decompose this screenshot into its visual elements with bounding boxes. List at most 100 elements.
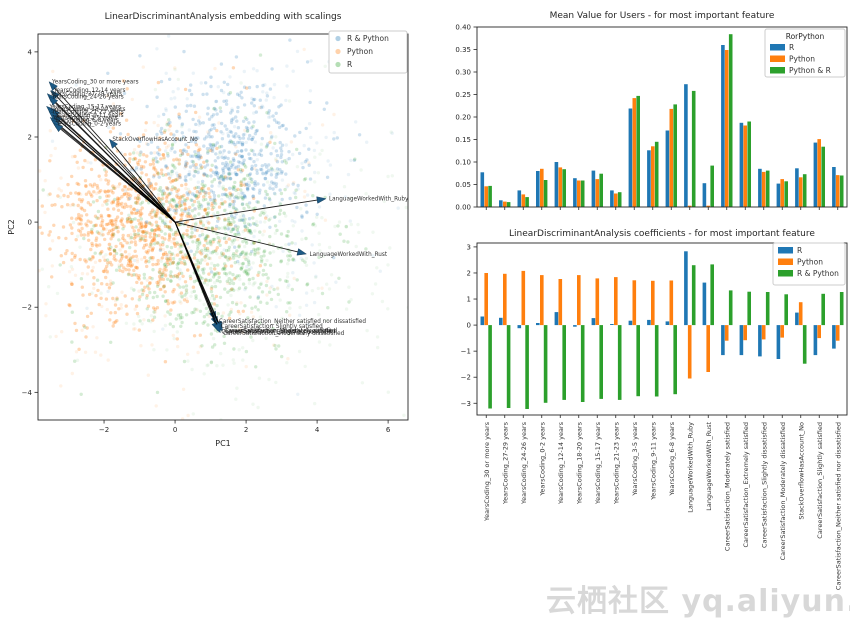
svg-text:CareerSatisfaction_Neither sat: CareerSatisfaction_Neither satisfied nor… — [834, 422, 842, 590]
svg-text:Python & R: Python & R — [789, 66, 831, 75]
svg-text:R: R — [347, 60, 352, 69]
svg-text:0.35: 0.35 — [455, 46, 471, 54]
svg-text:LanguageWorkedWith_Rust: LanguageWorkedWith_Rust — [309, 252, 387, 258]
svg-text:Python: Python — [789, 55, 815, 64]
svg-text:YearsCoding_12-14 years: YearsCoding_12-14 years — [557, 421, 565, 505]
svg-text:YearsCoding_15-17 years: YearsCoding_15-17 years — [49, 104, 122, 110]
coefs-xtick-labels: YearsCoding_30 or more years YearsCoding_… — [483, 421, 843, 590]
svg-text:2: 2 — [244, 426, 248, 434]
svg-text:YearsCoding_27-29 years: YearsCoding_27-29 years — [49, 92, 122, 98]
series-r — [480, 251, 836, 359]
mean-values-title: Mean Value for Users - for most importan… — [549, 11, 775, 21]
means-legend: RorPython R Python Python & R — [764, 28, 846, 78]
cluster-python — [38, 66, 272, 364]
svg-text:2: 2 — [467, 269, 471, 277]
scatter-legend: R & Python Python R — [328, 30, 408, 74]
svg-text:0.30: 0.30 — [455, 69, 471, 77]
svg-text:YearsCoding_24-26 years: YearsCoding_24-26 years — [51, 95, 124, 101]
svg-text:CareerSatisfaction_Extremely s: CareerSatisfaction_Extremely satisfied — [221, 329, 331, 335]
svg-text:−1: −1 — [461, 348, 471, 356]
scaling-arrows — [46, 81, 327, 334]
svg-text:StackOverflowHasAccount_No: StackOverflowHasAccount_No — [112, 137, 198, 143]
svg-text:CareerSatisfaction_Moderately: CareerSatisfaction_Moderately dissatisfi… — [223, 331, 344, 337]
svg-text:YearsCoding_6-8 years: YearsCoding_6-8 years — [668, 421, 676, 496]
means-axes: 0.00 0.05 0.10 0.15 0.20 0.25 0.30 0.35 0.40 — [455, 24, 848, 212]
scatter-points — [38, 34, 408, 420]
series-python — [484, 270, 840, 379]
pc1-axis-label: PC1 — [215, 439, 231, 448]
svg-text:6: 6 — [386, 426, 391, 434]
svg-text:−3: −3 — [461, 400, 471, 408]
pc2-axis-label: PC2 — [7, 219, 16, 235]
svg-text:CareerSatisfaction_Slightly di: CareerSatisfaction_Slightly dissatisfied — [225, 329, 336, 335]
svg-text:YearsCoding_0-2 years: YearsCoding_0-2 years — [56, 121, 121, 127]
svg-text:4: 4 — [28, 48, 33, 56]
svg-text:0.00: 0.00 — [455, 204, 471, 212]
coefs-legend: R Python R & Python — [772, 242, 846, 286]
cluster-python — [38, 47, 336, 420]
svg-text:0.05: 0.05 — [455, 181, 471, 189]
svg-text:YearsCoding_6-8 years: YearsCoding_6-8 years — [53, 118, 118, 124]
coefs-bars — [480, 251, 844, 409]
svg-text:Python: Python — [347, 47, 373, 56]
svg-text:−4: −4 — [22, 389, 33, 397]
svg-text:YearsCoding_0-2 years: YearsCoding_0-2 years — [538, 421, 546, 496]
svg-text:CareerSatisfaction_Neither sat: CareerSatisfaction_Neither satisfied nor… — [219, 319, 366, 325]
svg-text:CareerSatisfaction_Slightly sa: CareerSatisfaction_Slightly satisfied — [221, 324, 324, 330]
mean-values-plot: 0.00 0.05 0.10 0.15 0.20 0.25 0.30 0.35 0.40 RorP… — [455, 24, 848, 212]
svg-text:CareerSatisfaction_Slightly di: CareerSatisfaction_Slightly dissatisfied — [760, 422, 768, 548]
svg-text:YearsCoding_21-23 years: YearsCoding_21-23 years — [51, 109, 124, 115]
svg-text:R: R — [797, 246, 802, 255]
svg-text:0.15: 0.15 — [455, 136, 471, 144]
svg-text:0: 0 — [467, 322, 471, 330]
svg-text:R: R — [789, 43, 794, 52]
svg-text:LanguageWorkedWith_Ruby: LanguageWorkedWith_Ruby — [686, 422, 694, 513]
svg-text:YearsCoding_24-26 years: YearsCoding_24-26 years — [520, 421, 528, 505]
series-python-r — [488, 34, 844, 208]
svg-text:YearsCoding_15-17 years: YearsCoding_15-17 years — [594, 421, 602, 505]
svg-text:R & Python: R & Python — [797, 269, 839, 278]
svg-text:YearsCoding_9-11 years: YearsCoding_9-11 years — [55, 113, 124, 119]
svg-text:CareerSatisfaction_Moderately: CareerSatisfaction_Moderately satisfied — [723, 422, 731, 551]
series-r — [480, 45, 836, 208]
svg-text:CareerSatisfaction_Extremely s: CareerSatisfaction_Extremely satisfied — [742, 422, 750, 548]
svg-text:0: 0 — [28, 219, 32, 227]
svg-text:1: 1 — [467, 296, 471, 304]
svg-text:−2: −2 — [99, 426, 109, 434]
lda-embedding-plot: PC2 PC1 YearsCoding_30 or more yearsYear… — [7, 30, 409, 448]
svg-text:YearsCoding_30 or more years: YearsCoding_30 or more years — [51, 80, 139, 86]
svg-text:2: 2 — [28, 133, 32, 141]
svg-text:StackOverflowHasAccount_No: StackOverflowHasAccount_No — [797, 422, 805, 520]
svg-text:R & Python: R & Python — [347, 34, 389, 43]
svg-text:0.10: 0.10 — [455, 159, 471, 167]
svg-text:CareerSatisfaction_Moderately: CareerSatisfaction_Moderately dissatisfi… — [779, 422, 787, 560]
svg-text:YearsCoding_18-20 years: YearsCoding_18-20 years — [575, 421, 583, 505]
svg-text:−2: −2 — [461, 374, 471, 382]
svg-text:0.20: 0.20 — [455, 114, 471, 122]
scatter-axes: −2 0 2 4 6 4 2 0 −2 −4 — [22, 33, 409, 434]
svg-text:YearsCoding_27-29 years: YearsCoding_27-29 years — [501, 421, 509, 505]
series-r-python — [488, 264, 844, 409]
cluster-r — [38, 53, 368, 396]
cluster-r-python — [106, 38, 362, 299]
svg-text:Python: Python — [797, 258, 823, 267]
svg-text:0: 0 — [173, 426, 177, 434]
lda-embedding-title: LinearDiscriminantAnalysis embedding wit… — [104, 12, 342, 22]
svg-text:YearsCoding_9-11 years: YearsCoding_9-11 years — [649, 421, 657, 500]
svg-text:LanguageWorkedWith_Ruby: LanguageWorkedWith_Ruby — [329, 197, 409, 203]
svg-text:YearsCoding_3-5 years: YearsCoding_3-5 years — [52, 115, 117, 121]
svg-text:RorPython: RorPython — [786, 32, 825, 41]
svg-text:YearsCoding_18-20 years: YearsCoding_18-20 years — [53, 107, 126, 113]
svg-text:YearsCoding_21-23 years: YearsCoding_21-23 years — [612, 421, 620, 505]
coefs-axes: 3 2 1 0 −1 −2 −3 — [461, 242, 848, 418]
means-bars — [480, 34, 844, 208]
svg-text:3: 3 — [467, 243, 471, 251]
cluster-r-python — [50, 34, 400, 396]
svg-text:YearsCoding_3-5 years: YearsCoding_3-5 years — [631, 421, 639, 496]
svg-text:LanguageWorkedWith_Rust: LanguageWorkedWith_Rust — [705, 422, 713, 511]
svg-text:YearsCoding_30 or more years: YearsCoding_30 or more years — [483, 421, 491, 522]
svg-text:CareerSatisfaction_Slightly sa: CareerSatisfaction_Slightly satisfied — [816, 422, 824, 539]
arrow-labels: YearsCoding_30 or more years YearsCoding_… — [49, 80, 409, 337]
